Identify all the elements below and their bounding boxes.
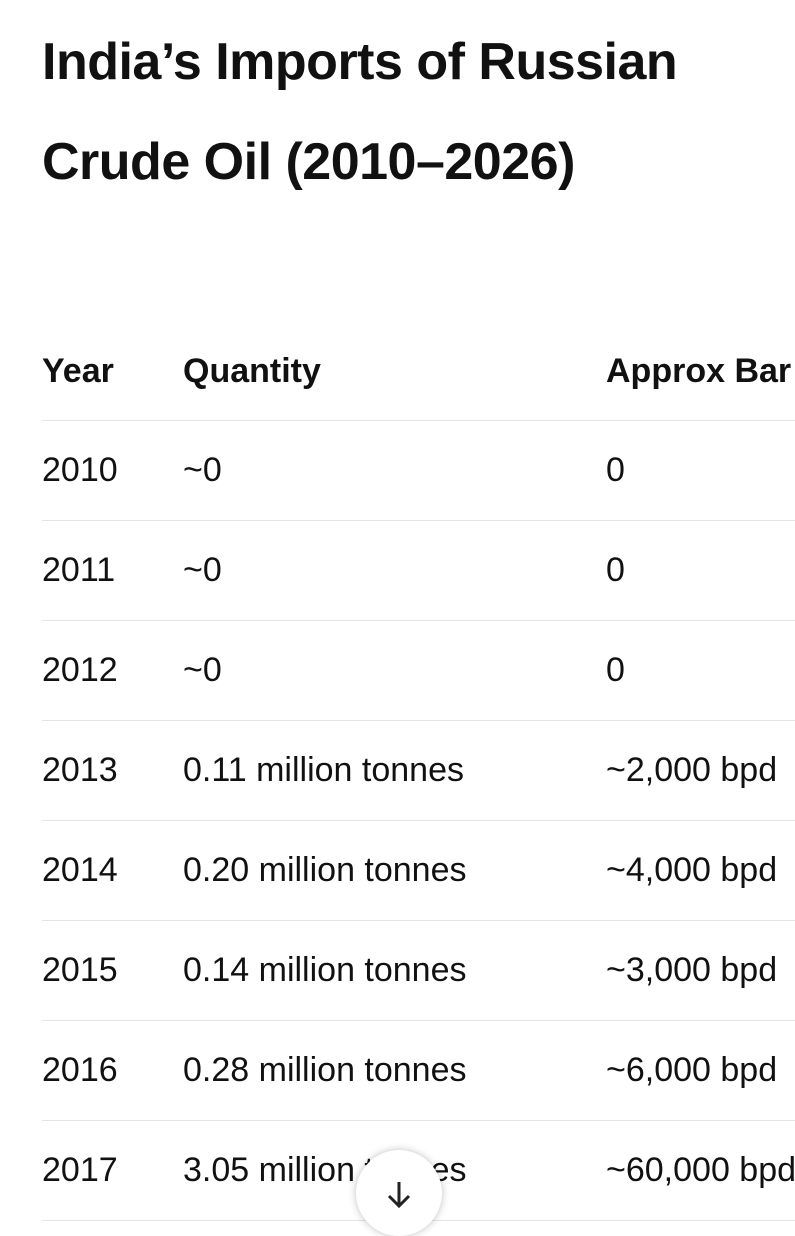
table-row: 2013 0.11 million tonnes ~2,000 bpd bbox=[42, 721, 795, 821]
table: Year Quantity Approx Bar 2010 ~0 0 2011 ~0 0 2012… bbox=[42, 322, 795, 1221]
table-cell: 0.11 million tonnes bbox=[183, 751, 464, 789]
table-cell: ~0 bbox=[183, 651, 222, 689]
table-row: 2010 ~0 0 bbox=[42, 421, 795, 521]
table-cell: ~3,000 bpd bbox=[606, 951, 778, 989]
table-row: 2015 0.14 million tonnes ~3,000 bpd bbox=[42, 921, 795, 1021]
table-cell: 2014 bbox=[42, 851, 118, 889]
table-cell: ~4,000 bpd bbox=[606, 851, 778, 889]
table-cell: 2013 bbox=[42, 751, 118, 789]
table-cell: 2012 bbox=[42, 651, 118, 689]
table-cell: 0.20 million tonnes bbox=[183, 851, 467, 889]
table-cell: 2011 bbox=[42, 551, 116, 589]
table-cell: 2010 bbox=[42, 451, 118, 489]
table-row: 2011 ~0 0 bbox=[42, 521, 795, 621]
table-cell: ~2,000 bpd bbox=[606, 751, 778, 789]
table-cell: 0 bbox=[606, 451, 625, 489]
header-cell: Quantity bbox=[183, 352, 321, 390]
table-cell: 0.28 million tonnes bbox=[183, 1051, 467, 1089]
table-cell: 2015 bbox=[42, 951, 118, 989]
header-cell: Year bbox=[42, 352, 114, 390]
table-cell: 0.14 million tonnes bbox=[183, 951, 467, 989]
table-cell: 2016 bbox=[42, 1051, 118, 1089]
table-cell: 0 bbox=[606, 651, 625, 689]
header-row: Year Quantity Approx Bar bbox=[42, 322, 795, 421]
arrow-icon bbox=[387, 1182, 411, 1209]
table-cell: 2017 bbox=[42, 1151, 118, 1189]
table-row: 2012 ~0 0 bbox=[42, 621, 795, 721]
title: India’s Imports of Russian Crude Oil (20… bbox=[42, 33, 678, 191]
page: {"title": "India’s Imports of Russian Cr… bbox=[42, 33, 795, 1221]
table-cell: ~0 bbox=[183, 551, 222, 589]
header-cell: Approx Bar bbox=[606, 352, 792, 390]
table-row: 2014 0.20 million tonnes ~4,000 bpd bbox=[42, 821, 795, 921]
table-cell: 0 bbox=[606, 551, 625, 589]
table-cell: ~0 bbox=[183, 451, 222, 489]
table-cell: ~6,000 bpd bbox=[606, 1051, 778, 1089]
table-cell: ~60,000 bpd bbox=[606, 1151, 795, 1189]
table-row: 2016 0.28 million tonnes ~6,000 bpd bbox=[42, 1021, 795, 1121]
scroll-down-button[interactable] bbox=[356, 1150, 442, 1236]
